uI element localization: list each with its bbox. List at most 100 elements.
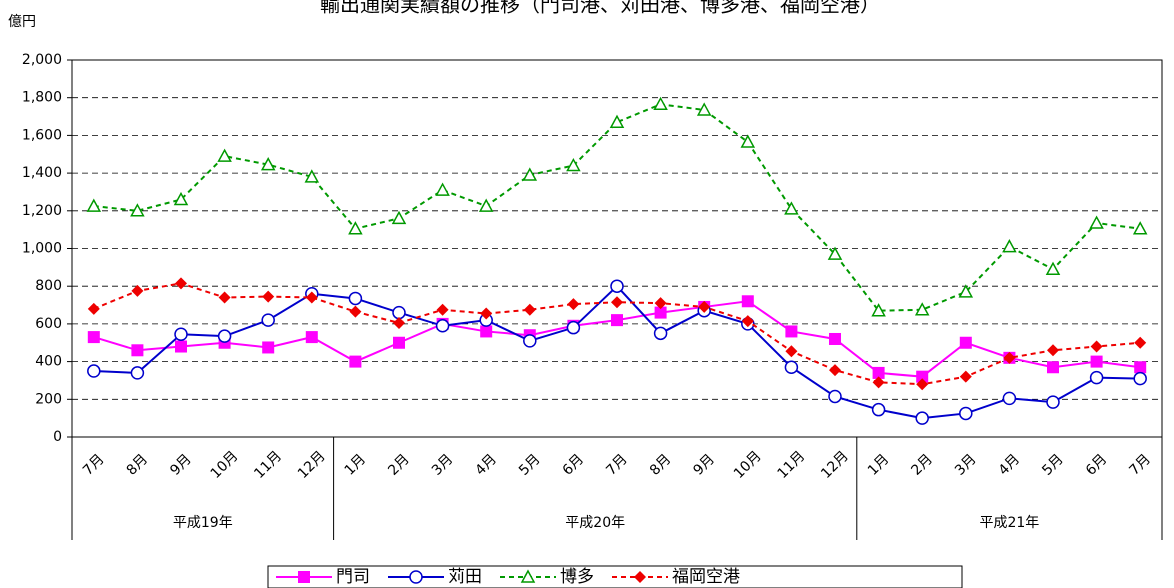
marker bbox=[1002, 239, 1017, 253]
plot-frame bbox=[71, 59, 1163, 438]
x-tick-label: 1月 bbox=[342, 451, 370, 479]
marker bbox=[829, 364, 841, 377]
marker bbox=[654, 306, 667, 319]
marker bbox=[393, 336, 405, 349]
marker bbox=[87, 331, 100, 344]
marker bbox=[959, 370, 972, 383]
marker bbox=[131, 344, 144, 357]
marker bbox=[566, 157, 581, 172]
y-tick-label: 200 bbox=[35, 391, 62, 407]
marker bbox=[523, 334, 537, 348]
marker bbox=[262, 290, 275, 303]
marker bbox=[914, 302, 930, 316]
series-line bbox=[93, 300, 1141, 378]
y-tick-label: 1,200 bbox=[22, 203, 62, 219]
x-tick-label: 7月 bbox=[1126, 451, 1154, 479]
y-tick-label: 0 bbox=[53, 429, 62, 445]
marker bbox=[262, 341, 275, 354]
x-tick-label: 11月 bbox=[774, 448, 808, 482]
marker bbox=[959, 406, 973, 421]
marker bbox=[86, 198, 102, 212]
y-tick-label: 1,800 bbox=[22, 90, 62, 106]
x-tick-label: 5月 bbox=[1039, 451, 1067, 479]
marker bbox=[131, 284, 144, 297]
marker bbox=[653, 96, 668, 111]
marker bbox=[610, 279, 624, 293]
x-tick-label: 4月 bbox=[472, 451, 500, 479]
marker bbox=[609, 114, 625, 128]
marker bbox=[567, 298, 580, 311]
marker bbox=[634, 571, 646, 583]
marker bbox=[828, 389, 842, 404]
marker bbox=[348, 221, 363, 235]
marker bbox=[305, 291, 318, 304]
x-tick-label: 9月 bbox=[690, 451, 718, 479]
marker bbox=[436, 303, 449, 316]
marker bbox=[87, 364, 101, 378]
y-tick-label: 1,000 bbox=[22, 241, 62, 257]
x-tick-label: 8月 bbox=[124, 451, 152, 479]
marker bbox=[741, 315, 754, 328]
marker bbox=[1089, 215, 1104, 229]
marker bbox=[305, 331, 318, 344]
marker bbox=[261, 313, 275, 327]
marker bbox=[958, 284, 974, 298]
marker bbox=[654, 297, 667, 310]
marker bbox=[653, 326, 668, 341]
marker bbox=[698, 300, 711, 313]
marker bbox=[174, 327, 188, 342]
marker bbox=[916, 370, 929, 383]
legend-label: 博多 bbox=[560, 567, 594, 587]
marker bbox=[872, 366, 885, 379]
y-tick-label: 2,000 bbox=[22, 52, 62, 68]
y-tick-label: 1,400 bbox=[22, 165, 62, 181]
marker bbox=[1002, 391, 1017, 406]
x-tick-label: 9月 bbox=[167, 451, 195, 479]
legend-label: 福岡空港 bbox=[672, 567, 740, 587]
marker bbox=[130, 203, 145, 217]
x-tick-label: 1月 bbox=[865, 451, 893, 479]
marker bbox=[480, 307, 493, 320]
marker bbox=[1090, 355, 1103, 368]
marker bbox=[409, 570, 423, 584]
y-tick-label: 800 bbox=[35, 278, 62, 294]
marker bbox=[130, 366, 145, 380]
marker bbox=[480, 325, 493, 338]
x-tick-label: 4月 bbox=[996, 451, 1024, 479]
group-label: 平成19年 bbox=[173, 515, 233, 531]
x-tick-label: 6月 bbox=[560, 451, 588, 479]
legend-label: 苅田 bbox=[448, 567, 482, 587]
marker bbox=[87, 302, 100, 315]
marker bbox=[435, 182, 450, 196]
marker bbox=[872, 376, 885, 389]
x-tick-label: 5月 bbox=[516, 451, 544, 479]
marker bbox=[1132, 221, 1148, 235]
marker bbox=[523, 303, 536, 316]
marker bbox=[740, 134, 756, 148]
marker bbox=[298, 571, 310, 583]
marker bbox=[611, 296, 623, 309]
marker bbox=[304, 169, 320, 183]
marker bbox=[1003, 351, 1016, 364]
x-tick-label: 10月 bbox=[208, 448, 242, 482]
marker bbox=[260, 157, 276, 171]
x-tick-label: 11月 bbox=[251, 448, 285, 482]
marker bbox=[785, 345, 798, 358]
marker bbox=[348, 291, 363, 306]
x-tick-label: 3月 bbox=[429, 451, 457, 479]
marker bbox=[1045, 261, 1061, 275]
x-tick-label: 2月 bbox=[385, 451, 413, 479]
x-tick-label: 10月 bbox=[731, 448, 765, 482]
x-tick-label: 12月 bbox=[818, 448, 852, 482]
marker bbox=[871, 303, 886, 317]
chart-title: 輸出通関実績額の推移（門司港、苅田港、博多港、福岡空港） bbox=[320, 0, 880, 17]
marker bbox=[391, 210, 407, 225]
marker bbox=[392, 305, 406, 320]
marker bbox=[611, 314, 623, 327]
y-tick-label: 600 bbox=[35, 316, 62, 332]
marker bbox=[349, 305, 362, 318]
legend-label: 門司 bbox=[336, 567, 370, 587]
marker bbox=[784, 201, 799, 215]
marker bbox=[1046, 395, 1060, 409]
